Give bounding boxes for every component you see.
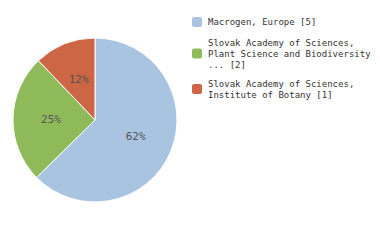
svg-text:Institute of Botany [1]: Institute of Botany [1]: [208, 90, 333, 100]
svg-text:... [2]: ... [2]: [208, 60, 246, 70]
svg-text:25%: 25%: [41, 113, 61, 126]
svg-text:12%: 12%: [69, 73, 89, 86]
svg-text:Slovak Academy of Sciences,: Slovak Academy of Sciences,: [208, 79, 354, 89]
svg-text:Macrogen, Europe [5]: Macrogen, Europe [5]: [208, 17, 316, 27]
svg-text:Plant Science and Biodiversity: Plant Science and Biodiversity: [208, 49, 371, 59]
svg-text:Slovak Academy of Sciences,: Slovak Academy of Sciences,: [208, 38, 354, 48]
svg-text:62%: 62%: [126, 130, 146, 143]
